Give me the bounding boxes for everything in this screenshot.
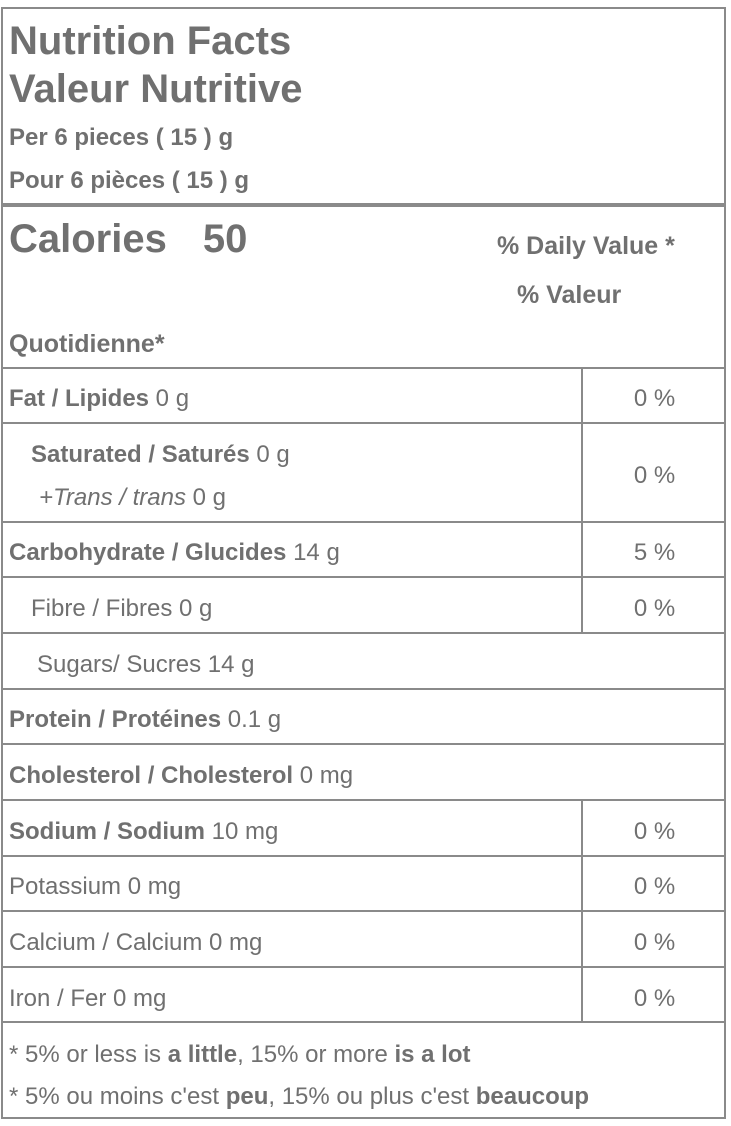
- divider: [3, 688, 724, 690]
- fat-dv: 0 %: [633, 385, 676, 412]
- carbohydrate-label: Carbohydrate / Glucides: [9, 539, 287, 566]
- calories-row: Calories 50: [9, 217, 247, 261]
- daily-value-header-fr: % Valeur: [517, 281, 622, 309]
- carbohydrate-dv: 5 %: [633, 539, 676, 566]
- sodium-amount: 10 mg: [205, 818, 279, 845]
- potassium-dv: 0 %: [633, 873, 676, 900]
- daily-value-header-fr-cont: Quotidienne*: [9, 330, 165, 358]
- footnote-fr: * 5% ou moins c'est peu, 15% ou plus c'e…: [9, 1084, 589, 1110]
- column-divider: [581, 521, 583, 576]
- divider: [3, 1021, 724, 1023]
- cholesterol-amount: 0 mg: [293, 762, 354, 789]
- fibre-label: Fibre / Fibres 0 g: [31, 595, 213, 622]
- footnote-en-text: , 15% or more: [237, 1041, 395, 1068]
- serving-size-en: Per 6 pieces ( 15 ) g: [9, 124, 234, 151]
- title-en: Nutrition Facts: [9, 19, 292, 63]
- footnote-en-text: * 5% or less is: [9, 1041, 168, 1068]
- cholesterol-label: Cholesterol / Cholesterol: [9, 762, 294, 789]
- fat-amount: 0 g: [149, 385, 190, 412]
- calories-label: Calories: [9, 217, 167, 261]
- divider: [3, 966, 724, 968]
- iron-label: Iron / Fer 0 mg: [9, 985, 167, 1012]
- carbohydrate-amount: 14 g: [286, 539, 340, 566]
- thick-divider: [3, 203, 724, 207]
- divider: [3, 799, 724, 801]
- divider: [3, 632, 724, 634]
- divider: [3, 521, 724, 523]
- fat-label: Fat / Lipides: [9, 385, 150, 412]
- column-divider: [581, 576, 583, 632]
- fat-row: Fat / Lipides 0 g: [9, 387, 189, 411]
- sodium-dv: 0 %: [633, 818, 676, 845]
- column-divider: [581, 367, 583, 422]
- trans-label: +Trans / trans: [39, 484, 186, 511]
- divider: [3, 743, 724, 745]
- column-divider: [581, 799, 583, 855]
- daily-value-header-en: % Daily Value *: [497, 232, 675, 260]
- protein-row: Protein / Protéines 0.1 g: [9, 708, 281, 732]
- iron-dv: 0 %: [633, 985, 676, 1012]
- footnote-fr-text: * 5% ou moins c'est: [9, 1083, 226, 1110]
- calories-value: 50: [202, 217, 248, 261]
- saturated-trans-dv: 0 %: [633, 462, 676, 489]
- footnote-en: * 5% or less is a little, 15% or more is…: [9, 1042, 471, 1068]
- saturated-row: Saturated / Saturés 0 g: [31, 443, 290, 467]
- divider: [3, 367, 724, 369]
- nutrition-facts-label: Nutrition Facts Valeur Nutritive Per 6 p…: [1, 7, 726, 1119]
- footnote-fr-text: , 15% ou plus c'est: [268, 1083, 476, 1110]
- sodium-label: Sodium / Sodium: [9, 818, 205, 845]
- fibre-dv: 0 %: [633, 595, 676, 622]
- carbohydrate-row: Carbohydrate / Glucides 14 g: [9, 541, 340, 565]
- column-divider: [581, 422, 583, 521]
- calcium-dv: 0 %: [633, 929, 676, 956]
- sodium-row: Sodium / Sodium 10 mg: [9, 820, 278, 844]
- protein-label: Protein / Protéines: [9, 706, 222, 733]
- column-divider: [581, 910, 583, 966]
- footnote-en-bold: is a lot: [394, 1041, 471, 1068]
- column-divider: [581, 855, 583, 910]
- potassium-label: Potassium 0 mg: [9, 873, 182, 900]
- protein-amount: 0.1 g: [221, 706, 282, 733]
- title-fr: Valeur Nutritive: [9, 67, 303, 111]
- saturated-amount: 0 g: [249, 441, 290, 468]
- trans-row: +Trans / trans 0 g: [39, 486, 226, 510]
- column-divider: [581, 966, 583, 1021]
- divider: [3, 422, 724, 424]
- calcium-label: Calcium / Calcium 0 mg: [9, 929, 263, 956]
- sugars-label: Sugars/ Sucres 14 g: [37, 651, 255, 678]
- divider: [3, 910, 724, 912]
- saturated-label: Saturated / Saturés: [31, 441, 250, 468]
- divider: [3, 855, 724, 857]
- footnote-fr-bold: peu: [225, 1083, 269, 1110]
- divider: [3, 576, 724, 578]
- cholesterol-row: Cholesterol / Cholesterol 0 mg: [9, 764, 353, 788]
- footnote-fr-bold: beaucoup: [475, 1083, 590, 1110]
- footnote-en-bold: a little: [167, 1041, 238, 1068]
- trans-amount: 0 g: [185, 484, 226, 511]
- serving-size-fr: Pour 6 pièces ( 15 ) g: [9, 167, 250, 194]
